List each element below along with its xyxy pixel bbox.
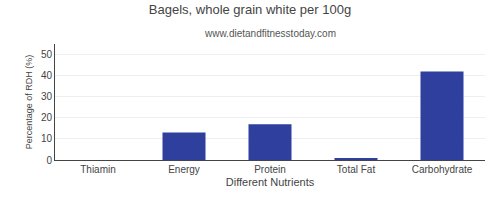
svg-text:50: 50 [41,49,53,60]
svg-text:Energy: Energy [168,164,200,175]
svg-text:Total Fat: Total Fat [337,164,376,175]
svg-text:Different Nutrients: Different Nutrients [226,176,315,188]
svg-text:Carbohydrate: Carbohydrate [412,164,473,175]
svg-text:30: 30 [41,91,53,102]
svg-text:Thiamin: Thiamin [80,164,116,175]
svg-text:40: 40 [41,70,53,81]
svg-text:Bagels, whole grain white per: Bagels, whole grain white per 100g [149,2,351,17]
svg-text:Protein: Protein [254,164,286,175]
svg-text:20: 20 [41,112,53,123]
svg-text:10: 10 [41,133,53,144]
svg-text:Percentage of RDH (%): Percentage of RDH (%) [24,55,34,150]
svg-text:0: 0 [46,155,52,166]
svg-text:www.dietandfitnesstoday.com: www.dietandfitnesstoday.com [204,28,336,39]
